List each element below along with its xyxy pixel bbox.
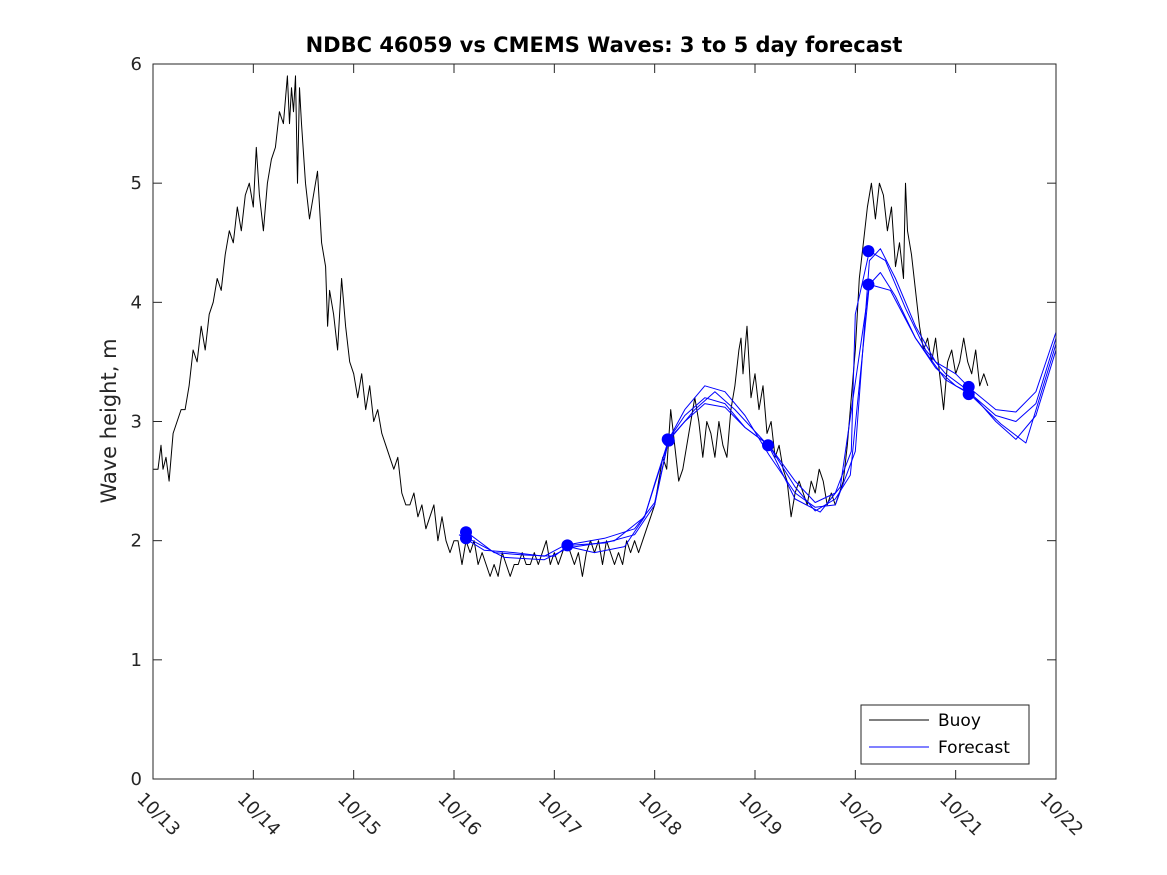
y-tick-label-6: 6: [131, 54, 142, 75]
legend-label-forecast: Forecast: [938, 738, 1010, 758]
legend-box: [860, 704, 1030, 765]
plot-area: [153, 64, 1056, 779]
forecast-marker-9: [962, 388, 975, 401]
marker-layer: [460, 245, 975, 552]
y-tick-label-3: 3: [131, 412, 142, 433]
series-line-forecast-1: [458, 248, 1057, 557]
forecast-marker-4: [662, 434, 675, 447]
y-tick-label-4: 4: [131, 292, 142, 313]
y-tick-label-0: 0: [131, 769, 142, 790]
y-axis-label: Wave height, m: [97, 338, 121, 503]
forecast-marker-6: [862, 245, 875, 258]
y-tick-label-2: 2: [131, 531, 142, 552]
chart-title: NDBC 46059 vs CMEMS Waves: 3 to 5 day fo…: [306, 33, 903, 57]
legend: Buoy Forecast: [860, 704, 1030, 765]
forecast-marker-5: [762, 439, 774, 452]
series-line-forecast-4: [467, 284, 1057, 561]
forecast-marker-7: [862, 278, 875, 291]
legend-label-buoy: Buoy: [938, 711, 981, 731]
forecast-marker-1: [460, 532, 472, 545]
forecast-marker-2: [561, 539, 574, 552]
y-tick-label-1: 1: [131, 650, 142, 671]
y-tick-label-5: 5: [131, 173, 142, 194]
